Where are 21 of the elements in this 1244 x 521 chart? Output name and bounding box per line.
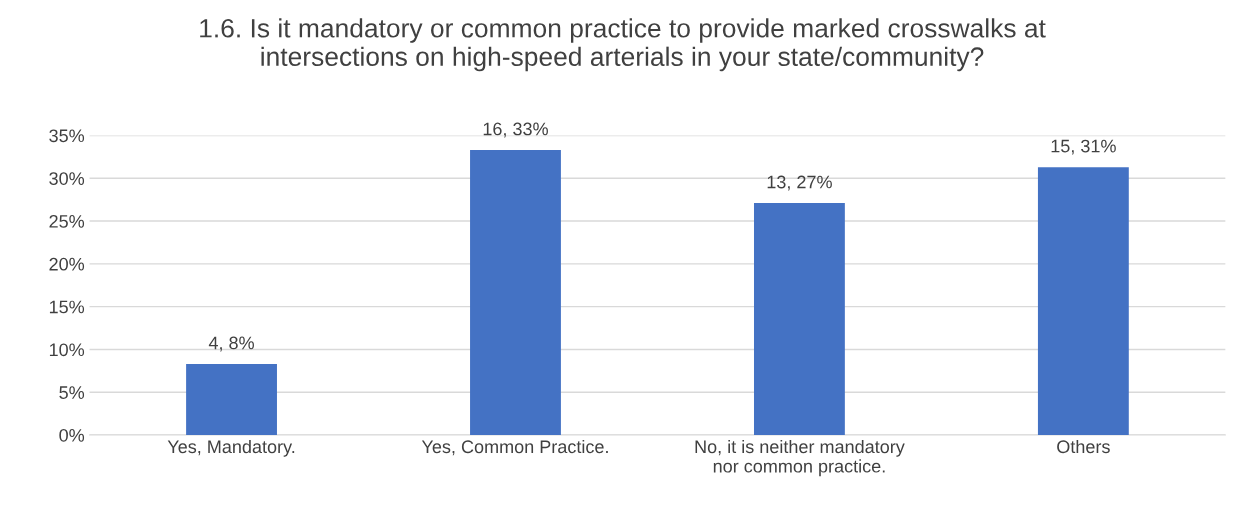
y-tick-label: 10%	[49, 343, 85, 357]
x-tick-label: Yes, Mandatory.	[167, 439, 295, 457]
y-tick-label: 35%	[49, 129, 85, 143]
y-tick-label: 25%	[49, 214, 85, 228]
data-label: 13, 27%	[767, 175, 832, 191]
bar	[470, 150, 561, 436]
bar	[1037, 167, 1129, 436]
y-tick-label: 20%	[49, 257, 85, 271]
x-tick-label: No, it is neither mandatory nor common practice.	[695, 439, 905, 477]
bar	[186, 363, 277, 436]
x-tick-label: Others	[1057, 439, 1110, 454]
chart-title: 1.6. Is it mandatory or common practice to provide marked crosswalks at intersections on high-speed arterials in your state/community?	[200, 18, 1046, 72]
x-tick-label: Yes, Common Practice.	[421, 439, 608, 456]
y-tick-label: 0%	[59, 428, 85, 442]
data-label: 15, 31%	[1051, 139, 1116, 155]
y-tick-label: 30%	[49, 172, 85, 185]
data-label: 4, 8%	[208, 336, 254, 352]
bar	[753, 203, 845, 436]
data-label: 16, 33%	[483, 122, 548, 138]
y-tick-label: 15%	[49, 300, 85, 314]
y-tick-label: 5%	[59, 386, 85, 399]
